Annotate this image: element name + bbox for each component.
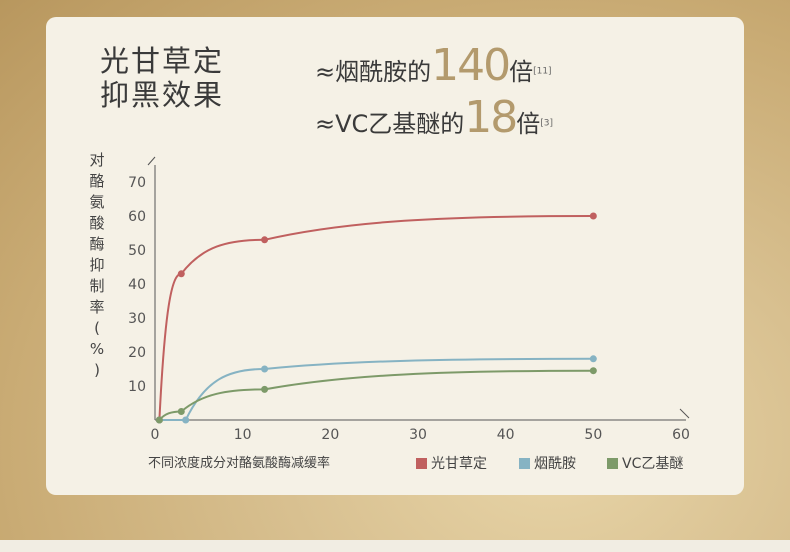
approx-symbol: ≈ <box>315 58 336 86</box>
y-axis-label-char: % <box>89 340 105 358</box>
title-line-2: 抑黑效果 <box>100 78 225 112</box>
x-axis-label: 不同浓度成分对酪氨酸酶减缓率 <box>148 456 331 471</box>
comparison-value: 140 <box>431 40 511 91</box>
data-point <box>589 355 597 363</box>
x-tick-label: 40 <box>497 427 515 443</box>
title-line-1: 光甘草定 <box>100 44 225 78</box>
x-tick-label: 50 <box>584 427 602 443</box>
x-tick-label: 30 <box>409 427 427 443</box>
x-tick-label: 0 <box>151 427 160 443</box>
y-axis-label-char: 酶 <box>89 235 105 253</box>
legend-swatch <box>519 457 530 469</box>
approx-symbol: ≈ <box>315 110 336 138</box>
series-line-0 <box>158 215 594 421</box>
data-point <box>261 385 269 393</box>
y-axis-label-char: 酪 <box>89 172 105 190</box>
comparison-vc-ethyl: ≈VC乙基醚的18倍[3] <box>315 92 553 143</box>
y-axis-label-char: 制 <box>89 277 105 295</box>
data-point <box>155 416 163 424</box>
comparison-niacinamide: ≈烟酰胺的140倍[11] <box>315 40 552 91</box>
y-axis-label-char: 酸 <box>89 214 105 232</box>
chart-title: 光甘草定 抑黑效果 <box>100 44 224 112</box>
data-point <box>182 416 190 424</box>
y-tick-label: 10 <box>128 379 146 395</box>
data-point <box>177 270 185 278</box>
legend-swatch <box>607 457 618 469</box>
legend-label: 光甘草定 <box>431 456 487 472</box>
y-tick-label: 50 <box>128 243 146 259</box>
series-line-2 <box>158 369 594 421</box>
bottom-strip <box>0 540 790 552</box>
data-point <box>589 212 597 220</box>
comparison-name: 烟酰胺的 <box>335 58 432 86</box>
comparison-name: VC乙基醚的 <box>335 110 465 138</box>
y-axis-arrow <box>147 156 156 166</box>
x-axis-arrow <box>679 408 690 419</box>
comparison-unit: 倍 <box>509 58 534 86</box>
y-axis-label: 对酪氨酸酶抑制率 (%) <box>87 150 107 381</box>
chart-card <box>46 17 744 495</box>
y-tick-label: 60 <box>128 209 146 225</box>
y-axis-label-char: ) <box>94 361 100 379</box>
data-point <box>589 367 597 375</box>
x-tick-label: 10 <box>234 427 252 443</box>
data-point <box>177 408 185 415</box>
legend-item-glabridin: 光甘草定 <box>416 453 487 473</box>
data-point <box>261 365 269 373</box>
y-tick-label: 70 <box>128 175 146 191</box>
legend-item-vc-ethyl: VC乙基醚 <box>607 453 683 473</box>
y-axis-label-char: 率 <box>89 298 105 316</box>
y-axis-label-char: 对 <box>89 151 105 169</box>
comparison-ref: [3] <box>540 118 554 129</box>
y-axis-label-char: 抑 <box>89 256 105 274</box>
x-tick-label: 60 <box>672 427 690 443</box>
y-tick-label: 20 <box>128 345 146 361</box>
series-line-1 <box>159 357 594 422</box>
y-tick-label: 30 <box>128 311 146 327</box>
y-axis-label-char: ( <box>94 319 100 337</box>
y-tick-label: 40 <box>128 277 146 293</box>
x-tick-label: 20 <box>321 427 339 443</box>
legend-label: 烟酰胺 <box>534 456 576 472</box>
legend-swatch <box>416 457 427 469</box>
data-point <box>261 236 269 244</box>
comparison-unit: 倍 <box>516 110 541 138</box>
comparison-ref: [11] <box>533 66 552 77</box>
legend-item-niacinamide: 烟酰胺 <box>519 453 576 473</box>
legend-label: VC乙基醚 <box>622 456 684 472</box>
y-axis-label-char: 氨 <box>89 193 105 211</box>
comparison-value: 18 <box>464 92 518 143</box>
